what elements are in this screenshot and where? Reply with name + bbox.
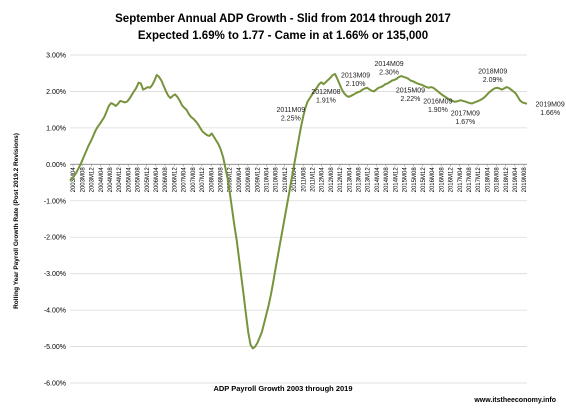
x-tick-label: 2004M08 xyxy=(108,167,114,193)
x-tick-label: 2017M12 xyxy=(476,167,482,193)
x-tick-label: 2006M04 xyxy=(154,167,160,193)
credit-text: www.itstheeconomy.info xyxy=(473,397,556,404)
x-tick-label: 2010M08 xyxy=(274,167,280,193)
y-tick-label: -3.00% xyxy=(44,271,66,278)
annotation-value: 1.66% xyxy=(540,110,560,117)
series-layer xyxy=(69,73,528,350)
x-tick-label: 2009M04 xyxy=(237,167,243,193)
x-tick-label: 2009M08 xyxy=(246,167,252,193)
x-tick-label: 2005M12 xyxy=(145,167,151,193)
y-axis-label: Rolling Year Payroll Growth Rate (Post 2… xyxy=(13,133,20,309)
x-tick-label: 2011M12 xyxy=(311,167,317,192)
x-tick-label: 2018M04 xyxy=(485,167,491,193)
y-tick-label: 3.00% xyxy=(46,53,66,60)
x-tick-label: 2011M04 xyxy=(292,167,298,192)
y-tick-labels: 3.00% 2.00% 1.00% 0.00% -1.00% -2.00% -3.00% -4… xyxy=(44,53,66,388)
annotation-date: 2018M09 xyxy=(478,69,507,76)
y-tick-label: 1.00% xyxy=(46,125,66,132)
x-tick-label: 2003M12 xyxy=(90,167,96,193)
annotation-value: 2.30% xyxy=(379,69,399,76)
chart-title: September Annual ADP Growth - Slid from … xyxy=(115,13,451,25)
x-tick-label: 2010M12 xyxy=(283,167,289,193)
x-tick-label: 2004M12 xyxy=(117,167,123,193)
x-tick-label: 2017M04 xyxy=(458,167,464,193)
x-tick-label: 2009M12 xyxy=(255,167,261,193)
x-tick-label: 2012M04 xyxy=(320,167,326,193)
y-tick-label: -1.00% xyxy=(44,198,66,205)
x-tick-label: 2015M04 xyxy=(403,167,409,193)
x-tick-label: 2017M08 xyxy=(467,167,473,193)
x-tick-label: 2019M08 xyxy=(522,167,528,193)
annotation-value: 2.10% xyxy=(346,81,366,88)
y-tick-label: 0.00% xyxy=(46,162,66,169)
annotation-date: 2016M09 xyxy=(423,98,452,105)
x-tick-label: 2018M08 xyxy=(495,167,501,193)
x-tick-label: 2014M04 xyxy=(375,167,381,193)
y-tick-label: -6.00% xyxy=(44,381,66,388)
x-tick-label: 2004M04 xyxy=(99,167,105,193)
x-tick-label: 2013M04 xyxy=(347,167,353,193)
x-tick-label: 2005M04 xyxy=(126,167,132,193)
x-tick-label: 2006M12 xyxy=(172,167,178,193)
x-tick-labels: 2003M04 2003M08 2003M12 2004M04 2004M08 2004M… xyxy=(71,164,528,192)
annotation-date: 2012M08 xyxy=(311,89,340,96)
x-tick-label: 2019M04 xyxy=(513,167,519,193)
annotation-value: 2.25% xyxy=(281,115,301,122)
x-tick-label: 2015M12 xyxy=(421,167,427,193)
x-tick-label: 2014M08 xyxy=(384,167,390,193)
chart-subtitle: Expected 1.69% to 1.77 - Came in at 1.66… xyxy=(138,30,428,42)
annotation-date: 2013M09 xyxy=(341,72,370,79)
x-tick-label: 2007M12 xyxy=(200,167,206,193)
x-tick-label: 2011M08 xyxy=(301,167,307,192)
annotation-date: 2014M09 xyxy=(374,61,403,68)
x-tick-label: 2012M12 xyxy=(338,167,344,193)
y-tick-label: -5.00% xyxy=(44,344,66,351)
annotation-value: 1.91% xyxy=(316,97,336,104)
y-tick-label: -4.00% xyxy=(44,308,66,315)
x-tick-label: 2008M08 xyxy=(218,167,224,193)
annotation-date: 2019M09 xyxy=(536,102,565,109)
annotation-value: 2.09% xyxy=(483,77,503,84)
x-tick-label: 2010M04 xyxy=(264,167,270,193)
y-tick-label: 2.00% xyxy=(46,89,66,96)
x-tick-label: 2016M08 xyxy=(439,167,445,193)
x-tick-label: 2015M08 xyxy=(412,167,418,193)
x-tick-label: 2003M04 xyxy=(71,167,77,193)
x-tick-label: 2003M08 xyxy=(80,167,86,193)
x-tick-label: 2018M12 xyxy=(504,167,510,193)
x-tick-label: 2006M08 xyxy=(163,167,169,193)
annotation-value: 2.22% xyxy=(401,96,421,103)
gridlines xyxy=(70,54,527,384)
annotation-date: 2017M09 xyxy=(451,111,480,118)
y-tick-label: -2.00% xyxy=(44,235,66,242)
x-tick-label: 2007M08 xyxy=(191,167,197,193)
x-tick-label: 2016M12 xyxy=(449,167,455,193)
x-tick-label: 2005M08 xyxy=(136,167,142,193)
x-tick-label: 2016M04 xyxy=(430,167,436,193)
x-tick-label: 2014M12 xyxy=(393,167,399,193)
annotation-value: 1.67% xyxy=(455,119,475,126)
x-axis-label: ADP Payroll Growth 2003 through 2019 xyxy=(213,384,352,393)
annotation-date: 2015M09 xyxy=(396,88,425,95)
x-tick-label: 2013M12 xyxy=(366,167,372,193)
annotation-date: 2011M09 xyxy=(276,107,305,114)
annotation-value: 1.90% xyxy=(428,107,448,114)
x-tick-label: 2008M12 xyxy=(228,167,234,193)
x-tick-label: 2012M08 xyxy=(329,167,335,193)
x-tick-label: 2007M04 xyxy=(182,167,188,193)
x-tick-label: 2008M04 xyxy=(209,167,215,193)
x-tick-label: 2013M08 xyxy=(357,167,363,193)
series-line xyxy=(69,73,528,350)
